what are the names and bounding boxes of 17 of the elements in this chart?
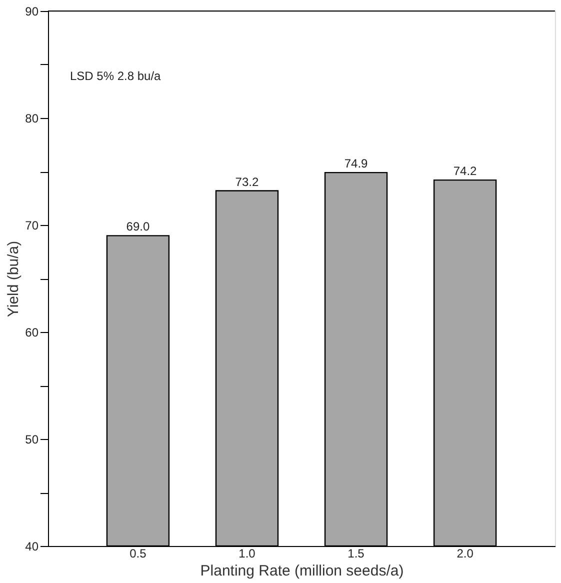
y-tick-label: 90 <box>25 4 39 18</box>
y-axis-title: Yield (bu/a) <box>5 240 22 318</box>
y-tick-label: 80 <box>25 112 39 126</box>
y-tick-label: 60 <box>25 326 39 340</box>
y-tick-label: 70 <box>25 218 39 232</box>
data-label: 74.9 <box>344 156 368 171</box>
y-tick-label: 50 <box>25 432 39 446</box>
annotation: LSD 5% 2.8 bu/a <box>70 69 162 83</box>
x-tick-label: 2.0 <box>456 546 474 560</box>
x-tick-label: 1.0 <box>238 546 256 560</box>
data-label: 73.2 <box>235 174 259 189</box>
data-label: 74.2 <box>453 164 478 178</box>
x-axis-title: Planting Rate (million seeds/a) <box>200 562 404 580</box>
x-tick-label: 1.5 <box>348 546 365 560</box>
data-label: 69.0 <box>126 220 150 234</box>
y-tick-label: 40 <box>25 540 39 554</box>
x-tick-label: 0.5 <box>130 546 147 560</box>
